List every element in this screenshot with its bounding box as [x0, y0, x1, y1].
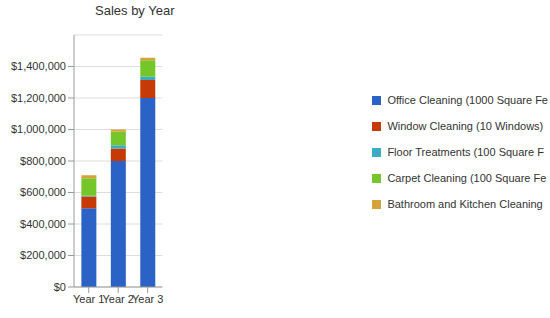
html-text:Window Cleaning (10 Windows): Window Cleaning (10 Windows): [387, 120, 544, 132]
html-text:Bathroom and Kitchen Cleaning: Bathroom and Kitchen Cleaning: [387, 198, 543, 210]
svg-text:$1,000,000: $1,000,000: [11, 123, 66, 135]
svg-text:$200,000: $200,000: [20, 249, 66, 261]
html-text:Carpet Cleaning (100 Square Fe: Carpet Cleaning (100 Square Fe: [387, 172, 547, 184]
html-text:Floor Treatments (100 Square F: Floor Treatments (100 Square F: [387, 146, 544, 158]
svg-text:$1,200,000: $1,200,000: [11, 92, 66, 104]
svg-text:Year 1: Year 1: [73, 293, 104, 305]
svg-text:Year 2: Year 2: [102, 293, 133, 305]
svg-text:$0: $0: [54, 281, 66, 293]
html-text:Office Cleaning (1000 Square F: Office Cleaning (1000 Square Fe: [387, 94, 548, 106]
svg-text:$1,400,000: $1,400,000: [11, 60, 66, 72]
html-text:Sales by Year: Sales by Year: [95, 3, 175, 18]
svg-text:$800,000: $800,000: [20, 155, 66, 167]
svg-text:$400,000: $400,000: [20, 218, 66, 230]
svg-text:Year 3: Year 3: [132, 293, 163, 305]
svg-text:$600,000: $600,000: [20, 186, 66, 198]
